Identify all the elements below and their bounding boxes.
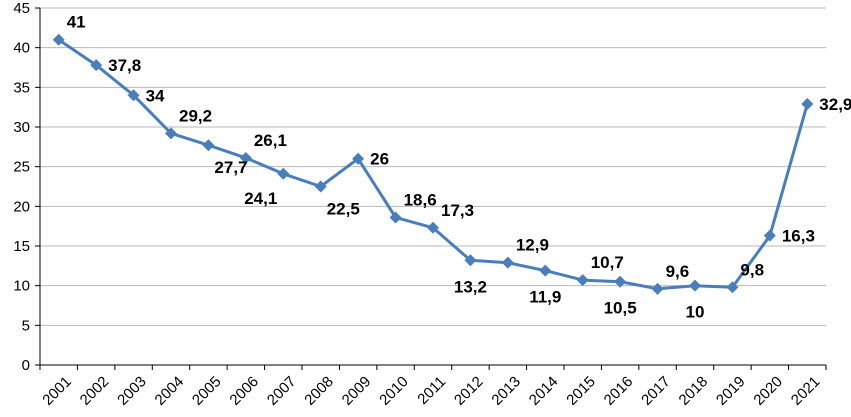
x-tick-label: 2017 bbox=[638, 373, 674, 409]
data-point-marker bbox=[464, 254, 477, 267]
x-axis-tick-labels: 2001 2002 2003 2004 2005 2006 2007 2008 2009 2010… bbox=[39, 365, 827, 409]
data-label: 37,8 bbox=[108, 56, 141, 75]
x-tick-label: 2004 bbox=[152, 373, 188, 409]
data-label: 11,9 bbox=[529, 288, 561, 307]
x-tick-label: 2019 bbox=[713, 373, 749, 409]
data-point-marker bbox=[501, 256, 514, 269]
x-tick-label: 2016 bbox=[601, 373, 637, 409]
data-label: 29,2 bbox=[179, 106, 212, 125]
data-markers bbox=[52, 33, 814, 295]
data-label: 12,9 bbox=[516, 236, 549, 255]
data-label: 9,8 bbox=[740, 260, 764, 279]
data-label: 32,9 bbox=[819, 95, 851, 114]
data-point-marker bbox=[539, 264, 552, 277]
data-label: 26 bbox=[370, 150, 389, 169]
y-tick-label: 0 bbox=[22, 357, 30, 374]
data-label: 34 bbox=[146, 86, 165, 105]
data-point-marker bbox=[314, 180, 327, 193]
data-label: 26,1 bbox=[254, 131, 287, 150]
data-label: 16,3 bbox=[782, 227, 815, 246]
data-label: 22,5 bbox=[327, 200, 360, 219]
data-point-marker bbox=[90, 59, 103, 72]
y-tick-label: 35 bbox=[13, 79, 30, 96]
y-axis-tick-labels: 0 5 10 15 20 25 30 35 40 45 bbox=[13, 0, 40, 374]
x-tick-label: 2003 bbox=[114, 373, 150, 409]
x-tick-label: 2021 bbox=[788, 373, 824, 409]
y-tick-label: 30 bbox=[13, 119, 30, 136]
data-label: 10 bbox=[686, 303, 705, 322]
data-point-marker bbox=[127, 89, 140, 102]
y-tick-label: 20 bbox=[13, 198, 30, 215]
x-tick-label: 2012 bbox=[451, 373, 487, 409]
x-tick-label: 2014 bbox=[526, 373, 562, 409]
y-tick-label: 15 bbox=[13, 238, 30, 255]
y-tick-label: 40 bbox=[13, 40, 30, 57]
data-point-marker bbox=[614, 275, 627, 288]
data-label: 10,5 bbox=[604, 299, 637, 318]
x-tick-label: 2007 bbox=[264, 373, 300, 409]
data-point-marker bbox=[726, 281, 739, 294]
data-point-marker bbox=[277, 167, 290, 180]
x-tick-label: 2020 bbox=[750, 373, 786, 409]
data-point-marker bbox=[389, 211, 402, 224]
y-tick-label: 25 bbox=[13, 159, 30, 176]
data-point-marker bbox=[689, 279, 701, 292]
data-labels: 41 37,8 34 29,2 27,7 26,1 24,1 22,5 26 18,617,3 13… bbox=[67, 13, 851, 322]
x-tick-label: 2005 bbox=[189, 373, 225, 409]
y-tick-label: 5 bbox=[22, 317, 30, 334]
x-tick-label: 2008 bbox=[301, 373, 337, 409]
data-point-marker bbox=[651, 282, 664, 295]
x-tick-label: 2001 bbox=[39, 373, 75, 409]
y-tick-label: 10 bbox=[13, 278, 30, 295]
x-tick-label: 2011 bbox=[414, 373, 449, 408]
data-point-marker bbox=[352, 152, 365, 165]
data-point-marker bbox=[801, 97, 814, 110]
data-label: 10,7 bbox=[591, 253, 624, 272]
data-label: 41 bbox=[67, 13, 86, 32]
data-point-marker bbox=[427, 221, 439, 234]
x-tick-label: 2010 bbox=[376, 373, 412, 409]
x-tick-label: 2018 bbox=[676, 373, 712, 409]
data-point-marker bbox=[202, 139, 215, 152]
data-point-marker bbox=[763, 229, 776, 242]
data-label: 17,3 bbox=[441, 201, 474, 220]
series-line bbox=[57, 38, 809, 291]
x-tick-label: 2013 bbox=[488, 373, 524, 409]
data-point-marker bbox=[239, 151, 252, 164]
x-tick-label: 2009 bbox=[339, 373, 375, 409]
x-tick-label: 2015 bbox=[563, 373, 599, 409]
data-point-marker bbox=[576, 274, 589, 287]
data-point-marker bbox=[52, 33, 65, 46]
x-tick-label: 2002 bbox=[77, 373, 113, 409]
data-label: 13,2 bbox=[454, 277, 487, 296]
data-label: 27,7 bbox=[214, 158, 247, 177]
x-tick-label: 2006 bbox=[226, 373, 262, 409]
gridlines bbox=[40, 7, 826, 326]
data-label: 9,6 bbox=[666, 262, 690, 281]
y-tick-label: 45 bbox=[13, 0, 30, 17]
data-label: 24,1 bbox=[244, 189, 277, 208]
data-label: 18,6 bbox=[404, 190, 437, 209]
data-point-marker bbox=[165, 127, 177, 140]
